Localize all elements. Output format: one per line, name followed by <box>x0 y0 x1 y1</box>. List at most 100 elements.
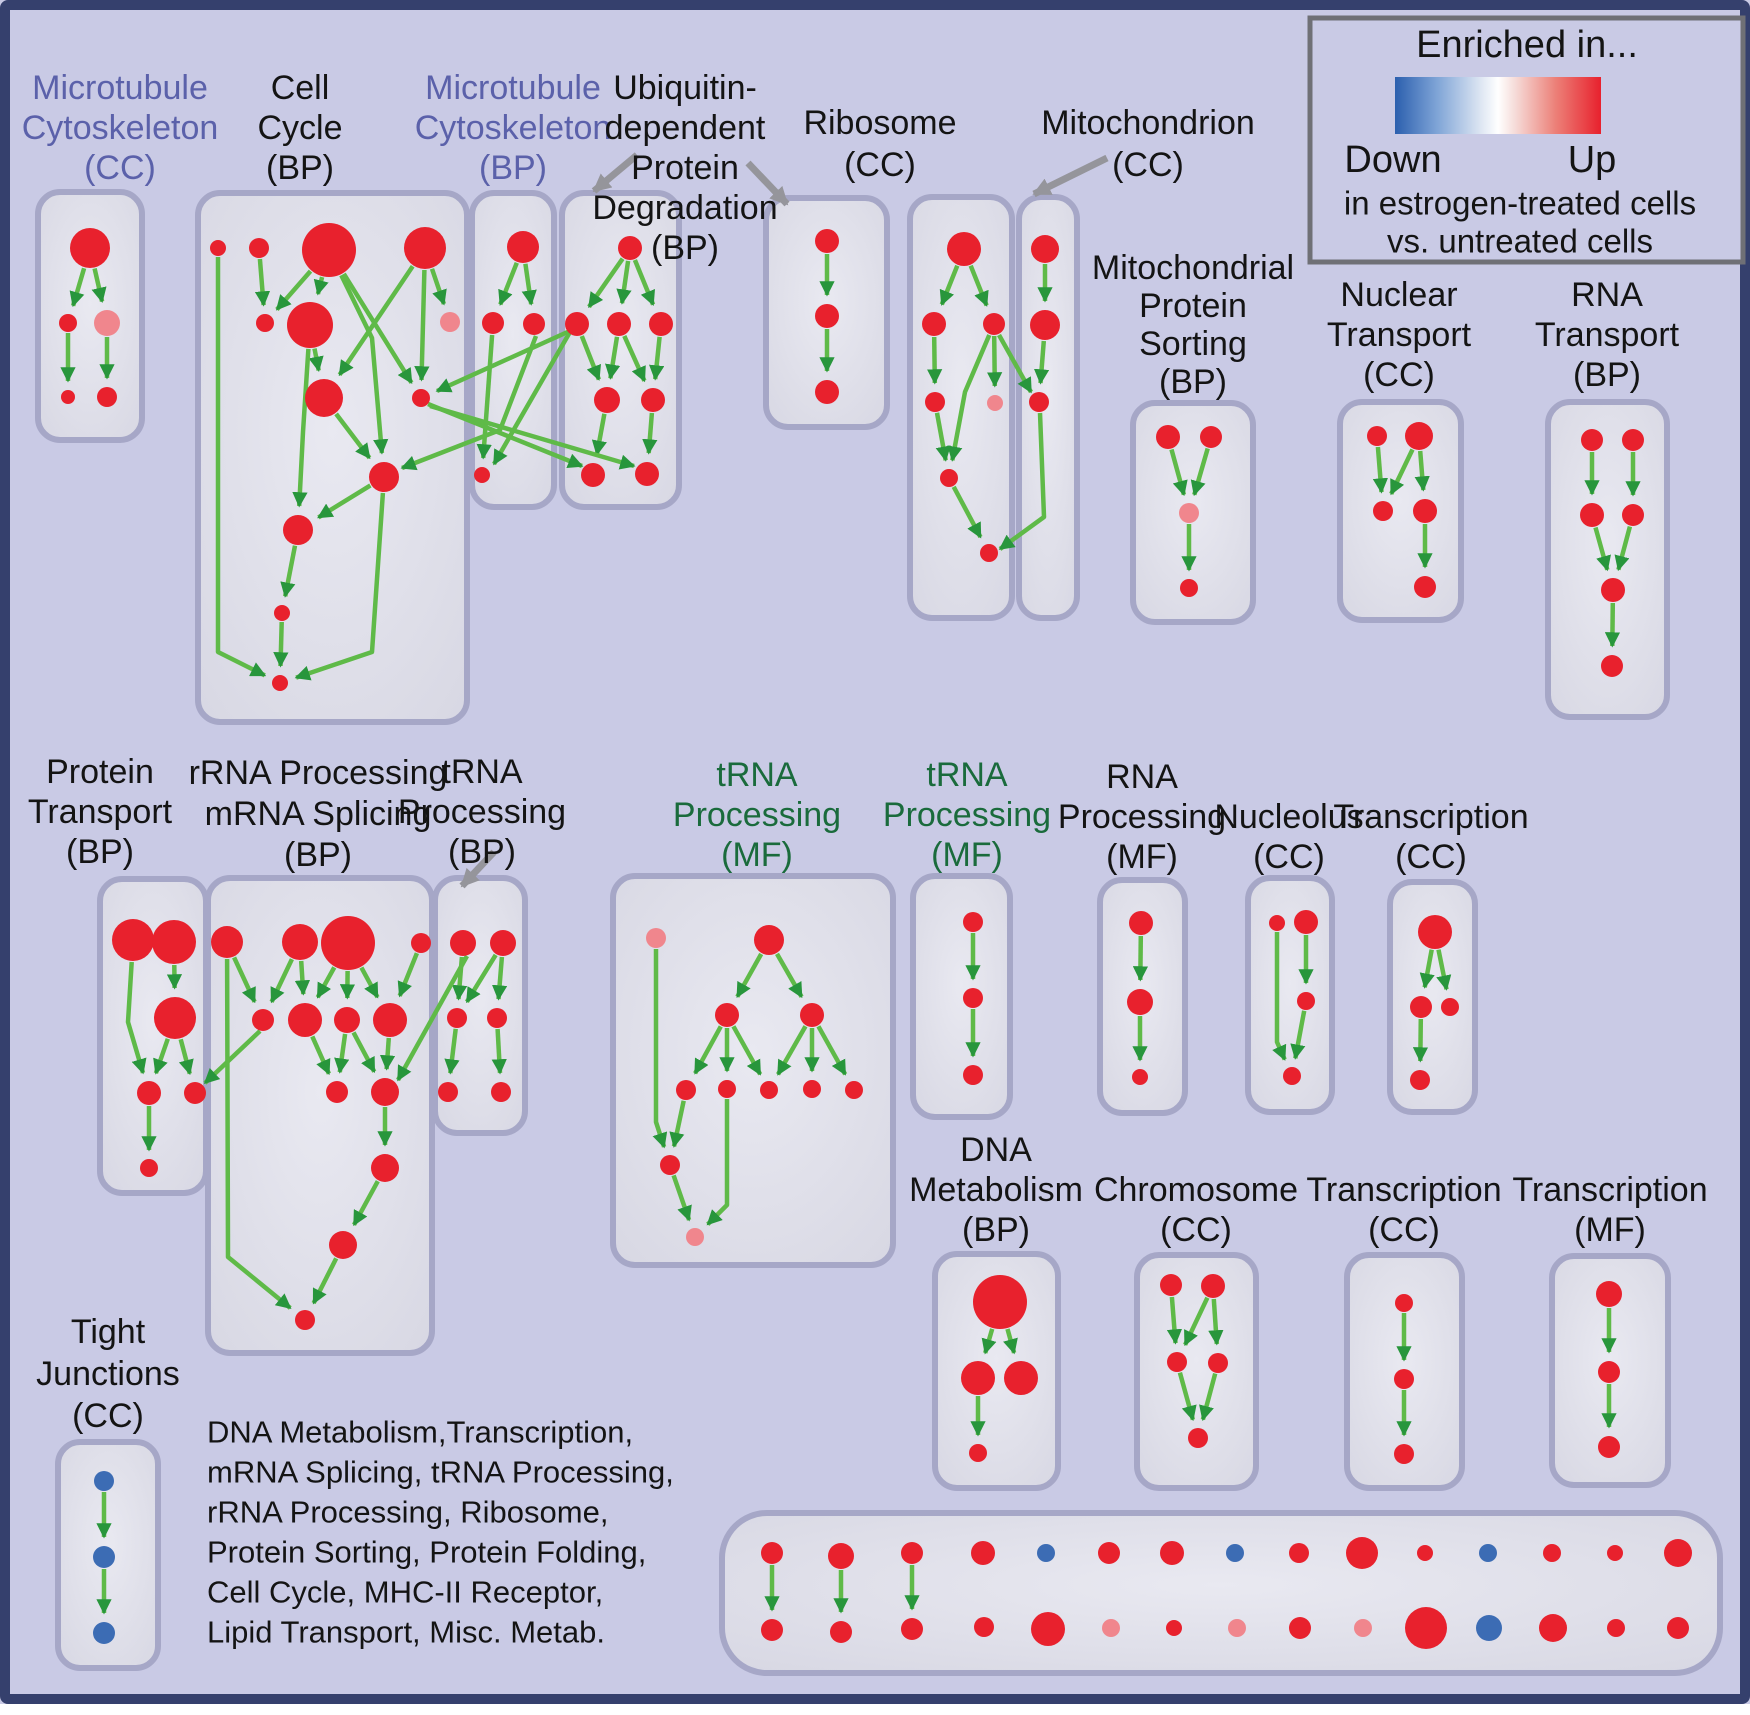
ribosome-cc-node-1 <box>922 312 946 336</box>
chromosome-cc-edge-1 <box>1183 1296 1210 1347</box>
rrna-processing-bp-node-6 <box>334 1007 360 1033</box>
rrna-processing-bp-edge-10 <box>379 1037 396 1071</box>
misc-metabolism-node-24 <box>1354 1619 1372 1637</box>
microtubule-cc-edge-1 <box>91 268 107 303</box>
microtubule-cc-label: Cytoskeleton <box>22 109 219 147</box>
misc-terms-text: DNA Metabolism,Transcription, <box>207 1415 633 1450</box>
mitochondrion-cc-label: Mitochondrion <box>1041 104 1255 142</box>
transcription-cc-upper-label: Transcription <box>1333 798 1528 836</box>
rrna-processing-bp-edge-3 <box>315 966 337 999</box>
rrna-processing-bp-node-0 <box>211 926 243 958</box>
cell-cycle-bp-edge-4 <box>339 274 389 455</box>
cell-cycle-bp-edge-11 <box>334 412 372 460</box>
tight-junctions-cc-node-0 <box>94 1471 114 1491</box>
dna-metabolism-bp-node-1 <box>961 1361 995 1395</box>
misc-metabolism-node-3 <box>971 1541 995 1565</box>
nucleolus-cc-node-2 <box>1297 992 1315 1010</box>
nuclear-transport-cc-edge-0 <box>1372 446 1389 494</box>
misc-metabolism-node-25 <box>1405 1607 1447 1649</box>
edge-rrna-to-protein-transport <box>203 1029 262 1085</box>
misc-metabolism-node-12 <box>1543 1544 1561 1562</box>
protein-transport-bp-node-2 <box>154 997 196 1039</box>
nucleolus-cc-label: (CC) <box>1253 838 1325 876</box>
misc-metabolism-node-20 <box>1102 1619 1120 1637</box>
nuclear-transport-cc-edge-1 <box>1389 448 1415 496</box>
ubiquitin-bp-a-node-2 <box>607 312 631 336</box>
trna-processing-bp-node-4 <box>438 1082 458 1102</box>
protein-transport-bp-node-5 <box>140 1159 158 1177</box>
trna-processing-mf-a-edge-1 <box>775 952 804 999</box>
tight-junctions-cc-label: (CC) <box>72 1397 144 1435</box>
trna-processing-mf-a-node-4 <box>676 1080 696 1100</box>
rrna-processing-bp-node-5 <box>288 1003 322 1037</box>
rrna-processing-bp-node-3 <box>411 933 431 953</box>
rrna-processing-bp-node-8 <box>326 1081 348 1103</box>
ubiquitin-bp-a-edge-2 <box>632 259 656 307</box>
transcription-cc-lower-node-1 <box>1394 1369 1414 1389</box>
dna-metabolism-bp-node-3 <box>969 1444 987 1462</box>
legend-subtitle-2: vs. untreated cells <box>1387 223 1653 260</box>
protein-transport-bp-node-4 <box>184 1082 206 1104</box>
ribosome-cc-node-2 <box>983 313 1005 335</box>
ribosome-cc-edge-3 <box>986 335 1003 388</box>
misc-terms-text: Protein Sorting, Protein Folding, <box>207 1535 646 1570</box>
trna-processing-bp-node-1 <box>490 930 516 956</box>
ubiquitin-bp-a-node-4 <box>594 387 620 413</box>
trna-processing-mf-a-node-5 <box>718 1080 736 1098</box>
mito-protein-sorting-bp-label: Sorting <box>1139 325 1247 363</box>
cell-cycle-bp-node-11 <box>274 605 290 621</box>
rna-transport-bp-label: RNA <box>1571 276 1643 314</box>
mitochondrion-cc-label: (CC) <box>1112 146 1184 184</box>
misc-metabolism-node-18 <box>974 1617 994 1637</box>
trna-processing-bp-node-0 <box>450 930 476 956</box>
trna-processing-mf-b-label: tRNA <box>926 756 1008 794</box>
trna-processing-mf-b-box <box>910 873 1013 1120</box>
mitochondrion-cc-box <box>1016 194 1080 621</box>
transcription-mf-node-2 <box>1598 1436 1620 1458</box>
edge-microtubule-bp-to-cellcycle <box>400 335 539 471</box>
rna-processing-mf-edge-0 <box>1132 935 1149 982</box>
rrna-processing-bp-node-4 <box>252 1009 274 1031</box>
trna-processing-mf-a-node-7 <box>803 1080 821 1098</box>
ribosome-cc-node-4 <box>987 395 1003 411</box>
transcription-cc-upper-box <box>1387 879 1478 1115</box>
rna-transport-bp-node-4 <box>1601 578 1625 602</box>
chromosome-cc-box <box>1134 1252 1259 1491</box>
cell-cycle-bp-edge-14 <box>273 621 289 668</box>
dna-metabolism-bp-box <box>932 1251 1061 1491</box>
microtubule-cc-edge-0 <box>69 267 87 308</box>
edge-ribosome-to-mitochondrion <box>997 333 1033 394</box>
misc-metabolism-node-8 <box>1289 1543 1309 1563</box>
mito-protein-sorting-bp-node-3 <box>1180 579 1198 597</box>
ribosome-cc-node-0 <box>947 232 981 266</box>
rna-processing-mf-node-1 <box>1127 989 1153 1015</box>
legend-gradient-bar <box>1395 77 1601 134</box>
transcription-cc-upper-node-1 <box>1410 996 1432 1018</box>
transcription-mf-label: (MF) <box>1574 1211 1646 1249</box>
ubiquitin-bp-a-label: Degradation <box>592 189 777 227</box>
misc-metabolism-node-0 <box>761 1542 783 1564</box>
tight-junctions-cc-node-2 <box>93 1622 115 1644</box>
microtubule-bp-label: (BP) <box>479 149 547 187</box>
ribosome-cc-edge-1 <box>968 264 989 307</box>
mitochondrion-cc-node-2 <box>1029 392 1049 412</box>
nuclear-transport-cc-label: Nuclear <box>1340 276 1457 314</box>
trna-processing-mf-a-node-6 <box>760 1081 778 1099</box>
trna-processing-bp-edge-2 <box>491 956 508 1001</box>
ribosome-cc-edge-0 <box>939 264 960 306</box>
cell-cycle-bp-node-5 <box>287 302 333 348</box>
cell-cycle-bp-node-12 <box>272 675 288 691</box>
transcription-cc-lower-node-0 <box>1395 1294 1413 1312</box>
rrna-processing-bp-edge-14 <box>224 958 292 1310</box>
misc-metabolism-box <box>719 1510 1723 1676</box>
transcription-cc-upper-edge-1 <box>1436 949 1452 991</box>
mitochondrion-cc-edge-1 <box>1033 340 1050 385</box>
nuclear-transport-cc-box <box>1337 399 1464 623</box>
mito-protein-sorting-bp-edge-1 <box>1190 447 1210 497</box>
dna-metabolism-bp-node-0 <box>973 1275 1027 1329</box>
chromosome-cc-edge-3 <box>1177 1372 1197 1422</box>
microtubule-cc-label: (CC) <box>84 149 156 187</box>
rrna-processing-bp-edge-9 <box>351 1031 377 1074</box>
